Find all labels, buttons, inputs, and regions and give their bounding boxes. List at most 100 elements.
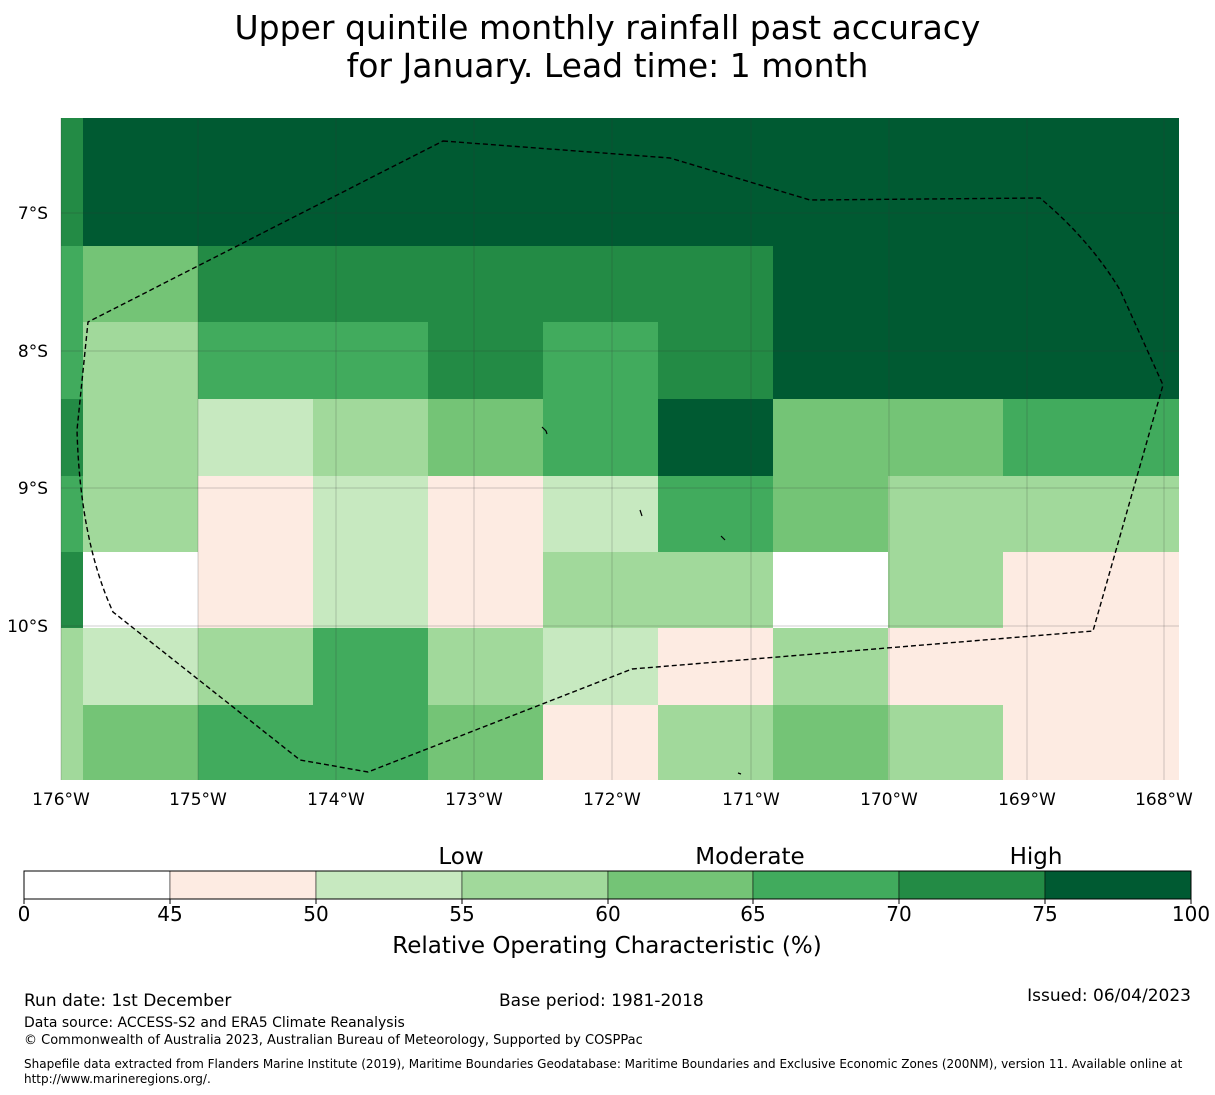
- grid-cell: [658, 705, 773, 780]
- grid-cell: [773, 246, 888, 322]
- grid-cell: [543, 322, 658, 399]
- grid-cell: [198, 628, 313, 705]
- grid-cell: [313, 246, 428, 322]
- grid-cell: [658, 399, 773, 476]
- colorbar-tick-label: 55: [449, 902, 474, 926]
- colorbar-tick-label: 60: [595, 902, 620, 926]
- grid-cell: [543, 246, 658, 322]
- island-4: [737, 772, 742, 775]
- grid-cell: [428, 322, 543, 399]
- grid-cell: [83, 246, 198, 322]
- grid-cell: [198, 705, 313, 780]
- grid-cell: [428, 552, 543, 628]
- copyright: © Commonwealth of Australia 2023, Austra…: [24, 1033, 643, 1048]
- grid-cell: [83, 705, 198, 780]
- grid-cell: [61, 705, 83, 780]
- grid-cell: [773, 705, 888, 780]
- grid-cell: [888, 552, 1003, 628]
- colorbar-label: Relative Operating Characteristic (%): [392, 933, 821, 959]
- grid-cell: [313, 552, 428, 628]
- latitude-label: 9°S: [18, 479, 48, 499]
- category-low: Low: [438, 844, 483, 870]
- grid-cell: [1118, 118, 1179, 246]
- grid-cell: [61, 399, 83, 476]
- grid-cell: [198, 246, 313, 322]
- colorbar-segment: [898, 870, 1046, 900]
- grid-cell: [543, 399, 658, 476]
- grid-cell: [313, 118, 428, 246]
- colorbar-tick-label: 100: [1172, 902, 1210, 926]
- grid-cell: [658, 246, 773, 322]
- island-3: [720, 535, 726, 541]
- latitude-label: 7°S: [18, 204, 48, 224]
- island-2: [639, 509, 643, 517]
- grid-cell: [888, 476, 1003, 552]
- grid-cell: [658, 118, 773, 246]
- grid-cell: [83, 476, 198, 552]
- grid-cell: [1003, 118, 1118, 246]
- grid-cell: [1003, 322, 1118, 399]
- grid-cell: [1118, 476, 1179, 552]
- grid-cell: [1003, 246, 1118, 322]
- grid-cell: [83, 628, 198, 705]
- grid-cell: [428, 246, 543, 322]
- colorbar-tick-label: 65: [740, 902, 765, 926]
- grid-cell: [1003, 399, 1118, 476]
- latitude-label: 8°S: [18, 342, 48, 362]
- grid-cell: [83, 118, 198, 246]
- grid-cell: [543, 552, 658, 628]
- grid-cell: [61, 246, 83, 322]
- grid-cell: [1118, 246, 1179, 322]
- grid-cell: [61, 628, 83, 705]
- grid-cell: [1118, 628, 1179, 705]
- graticule: [60, 118, 1179, 780]
- longitude-label: 170°W: [860, 790, 918, 810]
- colorbar-segment: [169, 870, 317, 900]
- grid-cell: [428, 705, 543, 780]
- longitude-label: 176°W: [32, 790, 90, 810]
- colorbar-segment: [461, 870, 609, 900]
- grid-cell: [658, 476, 773, 552]
- latitude-axis: 7°S 8°S 9°S 10°S: [7, 204, 48, 637]
- grid-cell: [543, 705, 658, 780]
- island-1: [541, 426, 548, 435]
- longitude-axis: 176°W 175°W 174°W 173°W 172°W 171°W 170°W 169°W…: [32, 790, 1193, 810]
- colorbar-segment: [1044, 870, 1192, 900]
- grid-cell: [1003, 705, 1118, 780]
- grid-cell: [773, 628, 888, 705]
- grid-cell: [83, 322, 198, 399]
- grid-cell: [888, 399, 1003, 476]
- grid-cell: [888, 705, 1003, 780]
- colorbar-tick-label: 50: [303, 902, 328, 926]
- grid-cell: [61, 322, 83, 399]
- colorbar-segments: [23, 870, 1192, 900]
- longitude-label: 173°W: [445, 790, 503, 810]
- islands: [541, 426, 742, 775]
- grid-cell: [658, 628, 773, 705]
- grid-cell: [1003, 628, 1118, 705]
- grid-cell: [773, 552, 888, 628]
- grid-cell: [428, 476, 543, 552]
- eez-boundary: [76, 140, 1164, 773]
- grid-cell: [1118, 322, 1179, 399]
- data-source: Data source: ACCESS-S2 and ERA5 Climate …: [24, 1015, 405, 1031]
- colorbar-segment: [607, 870, 754, 900]
- grid-cell: [773, 476, 888, 552]
- grid-cell: [313, 476, 428, 552]
- shapefile-credit-line-2: http://www.marineregions.org/.: [24, 1072, 211, 1086]
- grid-cell: [543, 118, 658, 246]
- map-title-line-2: for January. Lead time: 1 month: [346, 46, 869, 85]
- issued-date: Issued: 06/04/2023: [1027, 986, 1191, 1006]
- grid-cell: [313, 628, 428, 705]
- grid-cell: [61, 476, 83, 552]
- grid-cell: [888, 246, 1003, 322]
- longitude-label: 168°W: [1135, 790, 1193, 810]
- colorbar-segment: [315, 870, 463, 900]
- shapefile-credit-line-1: Shapefile data extracted from Flanders M…: [24, 1057, 1183, 1071]
- eez-boundary-line: [76, 140, 1164, 773]
- colorbar-tick-label: 45: [157, 902, 182, 926]
- category-high: High: [1010, 844, 1063, 870]
- grid-cell: [313, 399, 428, 476]
- rainfall-grid: [61, 118, 1179, 780]
